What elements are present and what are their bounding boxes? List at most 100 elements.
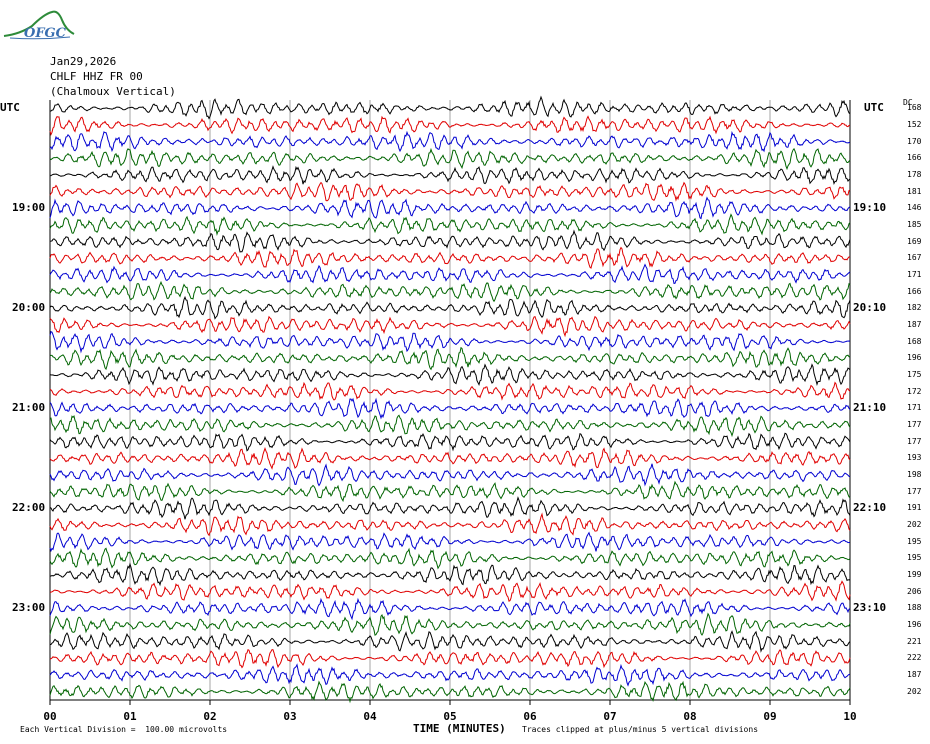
seismic-trace-12 [49,295,851,320]
x-tick-label: 03 [283,710,297,723]
trace-level-label: 167 [907,253,922,263]
seismic-trace-21 [49,447,851,470]
x-tick-label: 09 [763,710,777,723]
x-tick-label: 06 [523,710,537,723]
trace-level-label: 222 [907,653,922,663]
trace-level-label: 202 [907,686,922,696]
trace-level-label: 177 [907,436,922,446]
trace-level-label: 178 [907,170,922,179]
hour-label-left: 21:00 [12,401,46,415]
trace-level-label: 175 [907,370,922,379]
seismic-trace-11 [49,280,851,303]
trace-level-label: 198 [907,470,922,479]
seismic-trace-4 [49,165,851,186]
seismic-trace-15 [49,346,851,371]
seismic-trace-16 [49,363,851,387]
seismic-trace-5 [49,181,851,202]
seismic-trace-8 [49,229,851,253]
seismic-trace-25 [49,512,851,537]
trace-level-label: 177 [907,486,922,496]
seismic-trace-3 [49,147,851,171]
x-tick-label: 00 [43,710,57,723]
seismic-trace-13 [49,315,851,338]
plot-grid [49,100,851,705]
hour-label-right: 23:10 [853,601,887,615]
seismic-trace-27 [49,547,851,570]
trace-level-label: 146 [907,203,922,213]
trace-level-label: 172 [907,386,922,396]
x-tick-label: 05 [443,710,457,723]
seismic-trace-1 [49,115,851,136]
seismic-trace-20 [49,432,851,452]
trace-level-label: 152 [907,120,922,129]
trace-level-label: 188 [907,603,922,613]
trace-level-label: 196 [907,620,922,629]
trace-level-label: 185 [907,220,922,229]
trace-level-label: 168 [907,103,922,113]
seismic-traces [49,95,851,704]
x-tick-label: 04 [363,710,377,723]
seismic-trace-33 [49,648,851,669]
hour-label-left: 23:00 [12,601,46,615]
seismic-trace-30 [49,597,851,621]
footer-scale-note: Each Vertical Division = 100.00 microvol… [20,725,228,734]
seismic-trace-31 [49,612,851,636]
trace-level-label: 171 [907,270,922,279]
seismic-trace-32 [50,630,851,653]
seismic-trace-23 [49,480,851,503]
seismic-trace-9 [49,246,851,269]
trace-level-label: 191 [907,503,922,513]
trace-level-label: 195 [907,553,922,563]
hour-label-left: 22:00 [12,501,46,515]
seismic-trace-22 [49,463,851,487]
plot-date: Jan29,2026 [50,55,117,68]
trace-level-label: 202 [907,520,922,529]
hour-label-left: 20:00 [12,301,46,315]
x-tick-label: 10 [843,710,857,723]
seismic-trace-6 [49,196,851,220]
seismic-trace-10 [49,263,851,284]
seismic-trace-24 [49,496,851,520]
hour-label-left: 19:00 [12,201,46,215]
trace-level-label: 199 [907,570,922,579]
hour-label-right: 22:10 [853,501,887,515]
trace-level-label: 206 [907,586,922,596]
trace-level-label: 181 [907,186,922,196]
trace-level-label: 221 [907,636,922,646]
trace-level-label: 193 [907,453,922,463]
trace-level-label: 182 [907,303,922,313]
trace-level-label: 171 [907,403,922,413]
logo-text: OFGC [24,26,67,41]
trace-level-label: 177 [907,420,922,429]
x-tick-label: 07 [603,710,617,723]
trace-level-label: 187 [907,670,922,679]
seismic-trace-29 [49,580,851,602]
trace-level-label: 166 [907,153,922,163]
trace-level-label: 195 [907,536,922,546]
seismic-trace-34 [49,663,851,687]
seismic-trace-18 [49,397,851,420]
trace-level-label: 196 [907,353,922,363]
ofgc-logo-icon [3,10,75,40]
hour-label-right: 20:10 [853,301,887,315]
x-axis-label: TIME (MINUTES) [413,722,506,735]
seismic-trace-14 [49,331,851,354]
x-tick-label: 02 [203,710,217,723]
trace-level-label: 166 [907,286,922,296]
hour-label-right: 21:10 [853,401,887,415]
dc-label: DC [903,98,913,107]
utc-left-label: UTC [0,101,20,114]
seismic-trace-17 [49,381,851,401]
trace-level-label: 168 [907,336,922,346]
seismic-trace-19 [49,414,851,438]
seismic-trace-26 [49,531,850,553]
seismic-trace-2 [49,130,851,153]
hour-label-right: 19:10 [853,201,887,215]
seismic-trace-28 [49,562,851,587]
trace-level-label: 170 [907,136,922,146]
x-tick-label: 08 [683,710,697,723]
trace-level-label: 169 [907,236,922,246]
trace-level-label: 187 [907,320,922,329]
x-tick-label: 01 [123,710,137,723]
